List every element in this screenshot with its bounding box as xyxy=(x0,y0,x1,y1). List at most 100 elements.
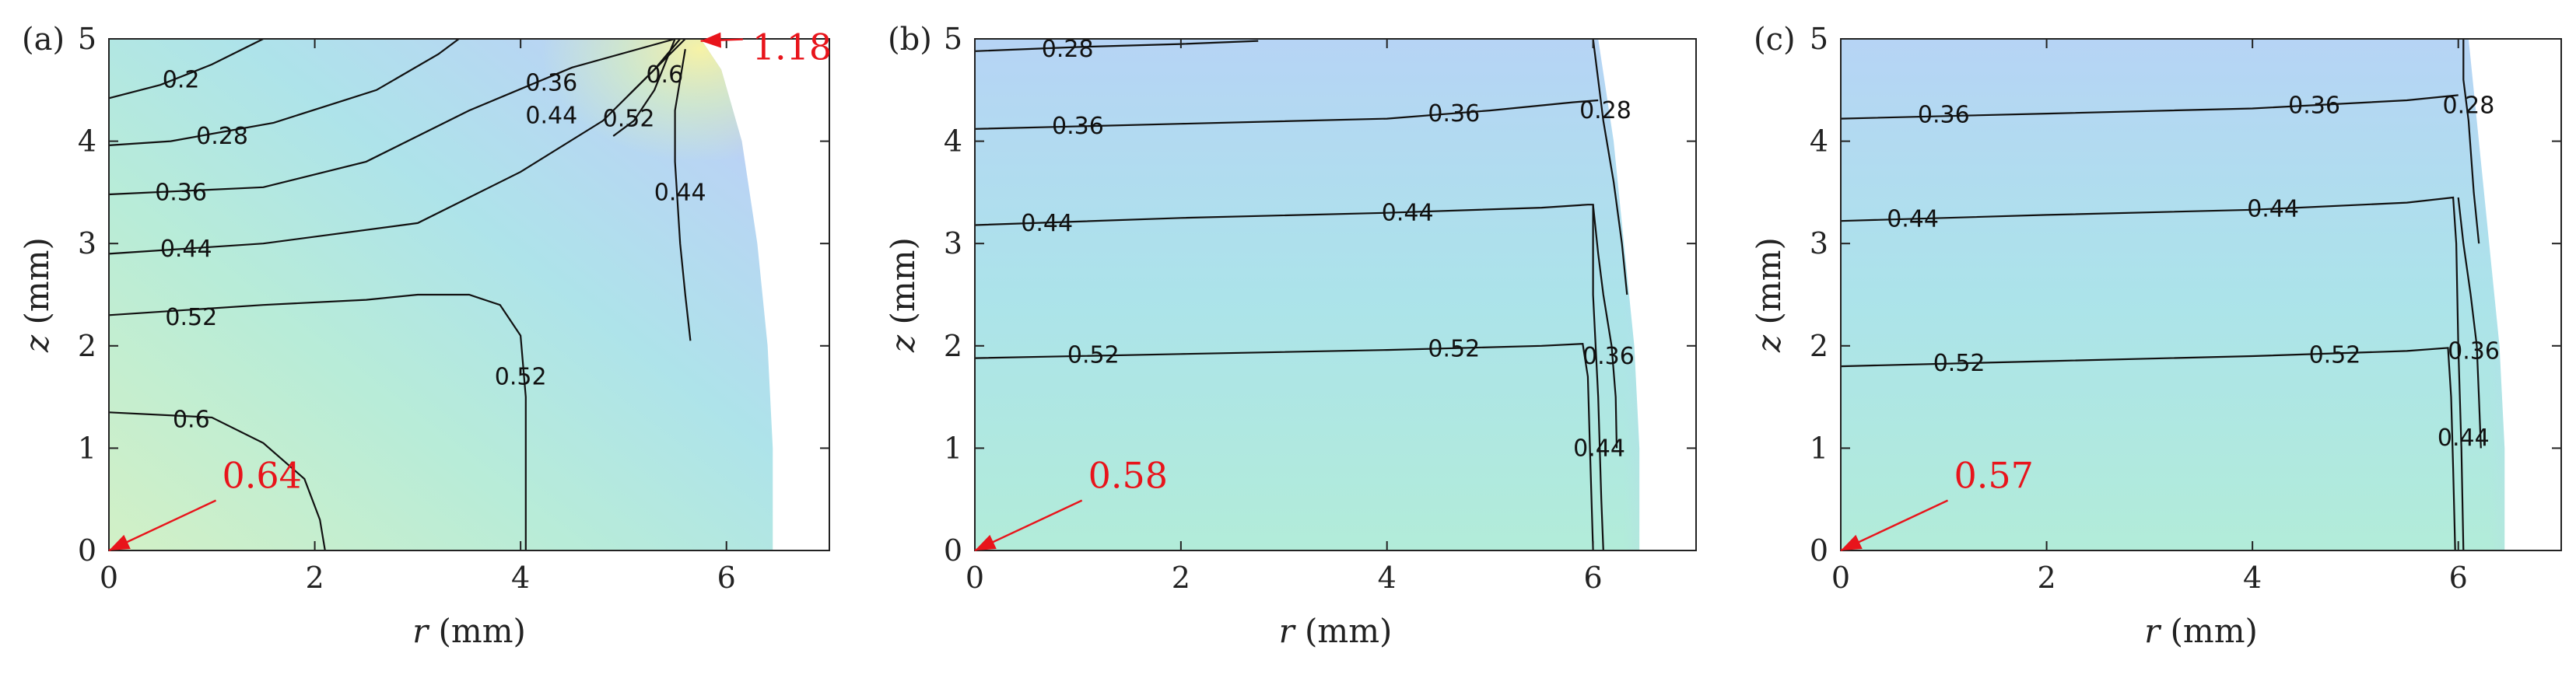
chart-1-contour-line-5 xyxy=(108,411,326,551)
chart-2-annotation-label-0: 0.58 xyxy=(1088,455,1168,497)
chart-1-contour-line-0 xyxy=(108,38,264,100)
chart-1-ytick-label-4: 4 xyxy=(78,124,96,159)
chart-2-xtick-label-1: 2 xyxy=(1172,561,1190,595)
chart-3-xlabel-unit: (mm) xyxy=(2160,612,2258,650)
chart-1-annotation-arrowhead-1 xyxy=(700,32,722,48)
chart-1-annotation-label-0: 0.64 xyxy=(223,455,302,497)
panel-c: 0.280.36 0.360.360.44 0.440.440.52 0.520 2 4 6… xyxy=(1750,22,2562,650)
chart-2-xlabel-var: r xyxy=(1279,612,1297,650)
chart-1-contour-label-6-0: 0.52 xyxy=(603,106,655,133)
chart-2-ytick-label-3: 3 xyxy=(944,226,962,260)
chart-2-xlabel: r (mm) xyxy=(1279,612,1393,650)
chart-3-contour-label-4-1: 0.52 xyxy=(2309,342,2361,369)
chart-1-xlabel-unit: (mm) xyxy=(428,612,526,650)
chart-1-ytick-label-2: 2 xyxy=(78,329,96,363)
chart-2-ytick-label-5: 5 xyxy=(944,22,962,56)
chart-3-annotation-label-0: 0.57 xyxy=(1954,455,2034,497)
chart-3-ytick-label-1: 1 xyxy=(1810,431,1828,465)
chart-3-panel-label: (c) xyxy=(1754,22,1796,58)
chart-3-xtick-label-1: 2 xyxy=(2037,561,2056,595)
panel-a: 0.2 0.28 0.36 0.36 0.44 0.44 0.52 0.52 0.6 0.52 0.… xyxy=(18,22,832,650)
chart-1-contour-label-5-0: 0.6 xyxy=(173,407,210,434)
chart-1-xlabel-var: r xyxy=(412,612,430,650)
chart-1-xtick-label-2: 4 xyxy=(511,561,530,595)
chart-3-contour-label-3-1: 0.44 xyxy=(2247,195,2299,222)
chart-1-xlabel: r (mm) xyxy=(412,612,526,650)
chart-1-ylabel-var: z xyxy=(18,334,56,353)
chart-3-ytick-label-2: 2 xyxy=(1810,329,1828,363)
chart-1-xtick-label-1: 2 xyxy=(305,561,324,595)
chart-3-contour-line-4 xyxy=(1840,347,2456,551)
chart-3-annotation-arrowhead-0 xyxy=(1841,534,1863,550)
chart-2-contour-label-4-0: 0.44 xyxy=(1021,210,1073,237)
chart-2-contour-label-5-0: 0.52 xyxy=(1067,342,1120,369)
chart-1-annotation-arrowhead-0 xyxy=(109,534,131,550)
chart-2-ytick-label-2: 2 xyxy=(944,329,962,363)
chart-2-ytick-label-1: 1 xyxy=(944,431,962,465)
chart-3-axes-frame xyxy=(1840,38,2562,551)
chart-1-xtick-label-0: 0 xyxy=(100,561,118,595)
chart-1-contour-label-3-0: 0.44 xyxy=(160,236,212,263)
chart-2-contour-label-5-1: 0.52 xyxy=(1428,336,1480,363)
chart-2-contour-label-2-1: 0.36 xyxy=(1428,100,1480,128)
chart-2-contour-line-1 xyxy=(1592,38,1628,295)
chart-3-contour-line-2 xyxy=(2457,197,2482,449)
chart-1-contour-label-1-0: 0.28 xyxy=(196,123,248,150)
chart-1-contour-line-4 xyxy=(108,293,527,550)
chart-2-xlabel-unit: (mm) xyxy=(1295,612,1393,650)
chart-3-contour-line-0 xyxy=(2462,39,2480,244)
chart-1-contour-line-1 xyxy=(108,38,460,146)
chart-1-contour-label-2-1: 0.36 xyxy=(525,70,577,97)
chart-3-ytick-label-3: 3 xyxy=(1810,226,1828,260)
chart-1-annotation-label-1: 1.18 xyxy=(752,26,832,68)
chart-3-ylabel: z (mm) xyxy=(1750,237,1788,353)
chart-1-contour-line-6 xyxy=(612,38,676,137)
chart-3-xtick-label-2: 4 xyxy=(2243,561,2262,595)
chart-2-ylabel-unit: (mm) xyxy=(884,237,922,335)
chart-3-edge-fill xyxy=(1841,39,2505,550)
chart-1-ytick-label-3: 3 xyxy=(78,226,96,260)
chart-2-xtick-label-0: 0 xyxy=(966,561,984,595)
chart-2-ytick-label-4: 4 xyxy=(944,124,962,159)
chart-2-ylabel-var: z xyxy=(884,334,922,353)
chart-1-contour-line-7 xyxy=(628,38,682,96)
chart-3-contour-label-2-0: 0.36 xyxy=(2448,337,2500,365)
chart-3-ytick-label-4: 4 xyxy=(1810,124,1828,159)
chart-2-contour-label-0-0: 0.28 xyxy=(1042,36,1094,63)
chart-2-panel-label: (b) xyxy=(888,22,932,58)
chart-2-contour-line-5 xyxy=(974,343,1594,551)
chart-2-contour-label-3-0: 0.36 xyxy=(1582,343,1635,370)
chart-1-contour-label-4-0: 0.52 xyxy=(165,304,217,331)
chart-1-contour-label-2-0: 0.36 xyxy=(155,179,207,206)
chart-3-ylabel-unit: (mm) xyxy=(1750,237,1788,335)
chart-2-annotation-arrowhead-0 xyxy=(975,534,997,550)
chart-2-ylabel: z (mm) xyxy=(884,237,922,353)
chart-1-ylabel: z (mm) xyxy=(18,237,56,353)
chart-3-ytick-label-5: 5 xyxy=(1810,22,1828,56)
chart-2-contour-line-2 xyxy=(974,99,1599,130)
chart-3-contour-label-1-0: 0.36 xyxy=(1918,101,1970,128)
chart-3-xtick-label-0: 0 xyxy=(1831,561,1850,595)
chart-3-xlabel-var: r xyxy=(2144,612,2162,650)
chart-1-panel-label: (a) xyxy=(22,22,65,58)
chart-1-ylabel-unit: (mm) xyxy=(18,237,56,335)
chart-1-contour-label-0-0: 0.2 xyxy=(163,67,200,94)
chart-1-contour-label-4-1: 0.52 xyxy=(495,363,547,390)
chart-1-contour-line-2 xyxy=(108,37,675,196)
chart-1-xtick-label-3: 6 xyxy=(717,561,736,595)
chart-2-edge-fill xyxy=(975,39,1640,550)
chart-3-contour-label-3-2: 0.44 xyxy=(2438,425,2490,452)
chart-3-contour-label-4-0: 0.52 xyxy=(1933,350,1985,377)
panel-b: 0.280.280.36 0.360.360.44 0.440.440.52 0.52… xyxy=(884,22,1697,650)
chart-2-contour-label-4-1: 0.44 xyxy=(1382,200,1434,227)
chart-1-axes-frame xyxy=(108,38,830,551)
chart-3-contour-line-1 xyxy=(1840,94,2459,120)
chart-2-contour-line-3 xyxy=(1592,204,1618,449)
chart-2-contour-label-4-2: 0.44 xyxy=(1573,435,1625,462)
chart-1-contour-label-3-1: 0.44 xyxy=(525,103,577,130)
chart-3-xtick-label-3: 6 xyxy=(2449,561,2468,595)
chart-3-contour-line-3 xyxy=(1840,196,2465,551)
chart-1-ytick-label-0: 0 xyxy=(78,533,96,568)
chart-2-ytick-label-0: 0 xyxy=(944,533,962,568)
